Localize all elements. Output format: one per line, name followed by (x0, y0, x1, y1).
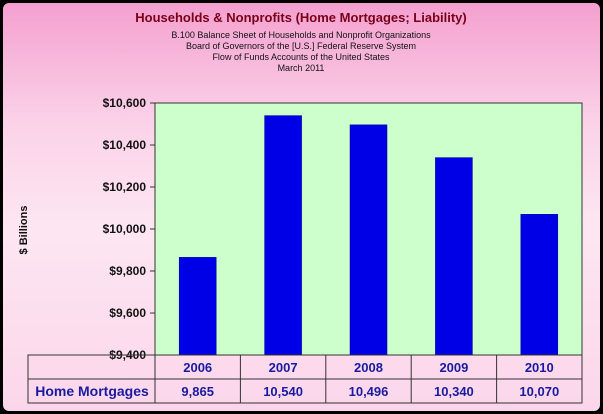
data-label-2008: 10,496 (349, 384, 389, 399)
data-label-2009: 10,340 (434, 384, 474, 399)
x-tick-label-2008: 2008 (354, 360, 383, 375)
bar-2008 (349, 124, 388, 356)
bar-2007 (264, 115, 302, 356)
y-tick-label: $10,000 (103, 222, 147, 236)
bar-2009 (435, 157, 473, 356)
data-label-2006: 9,865 (181, 384, 214, 399)
data-table-columns: 2006 9,865 2007 10,540 2008 10,496 2009 10,340 2… (181, 355, 559, 403)
x-tick-label-2010: 2010 (525, 360, 554, 375)
data-table: 2006 9,865 2007 10,540 2008 10,496 2009 10,340 2… (27, 354, 583, 404)
y-axis-label: $ Billions (18, 206, 30, 255)
x-tick-label-2007: 2007 (269, 360, 298, 375)
data-label-2007: 10,540 (263, 384, 303, 399)
bars (178, 115, 559, 356)
y-tick-label: $10,200 (103, 180, 147, 194)
bar-2010 (520, 214, 559, 356)
chart-title: Households & Nonprofits (Home Mortgages;… (135, 10, 467, 25)
y-tick-label: $9,800 (109, 264, 146, 278)
y-tick-label: $10,400 (103, 138, 147, 152)
chart-subtitle-line-3: Flow of Funds Accounts of the United Sta… (212, 52, 390, 62)
y-tick-label: $10,600 (103, 96, 147, 110)
chart-subtitle-line-4: March 2011 (278, 63, 325, 73)
bar-2006 (178, 257, 217, 356)
chart-subtitle-line-2: Board of Governors of the [U.S.] Federal… (186, 41, 416, 51)
y-axis: $9,400$9,600$9,800$10,000$10,200$10,400$… (103, 96, 155, 362)
y-tick-label: $9,600 (109, 306, 146, 320)
series-name-label: Home Mortgages (35, 383, 149, 399)
data-label-2010: 10,070 (519, 384, 559, 399)
x-tick-label-2006: 2006 (183, 360, 212, 375)
chart-subtitle-line-1: B.100 Balance Sheet of Households and No… (171, 30, 431, 40)
x-tick-label-2009: 2009 (439, 360, 468, 375)
